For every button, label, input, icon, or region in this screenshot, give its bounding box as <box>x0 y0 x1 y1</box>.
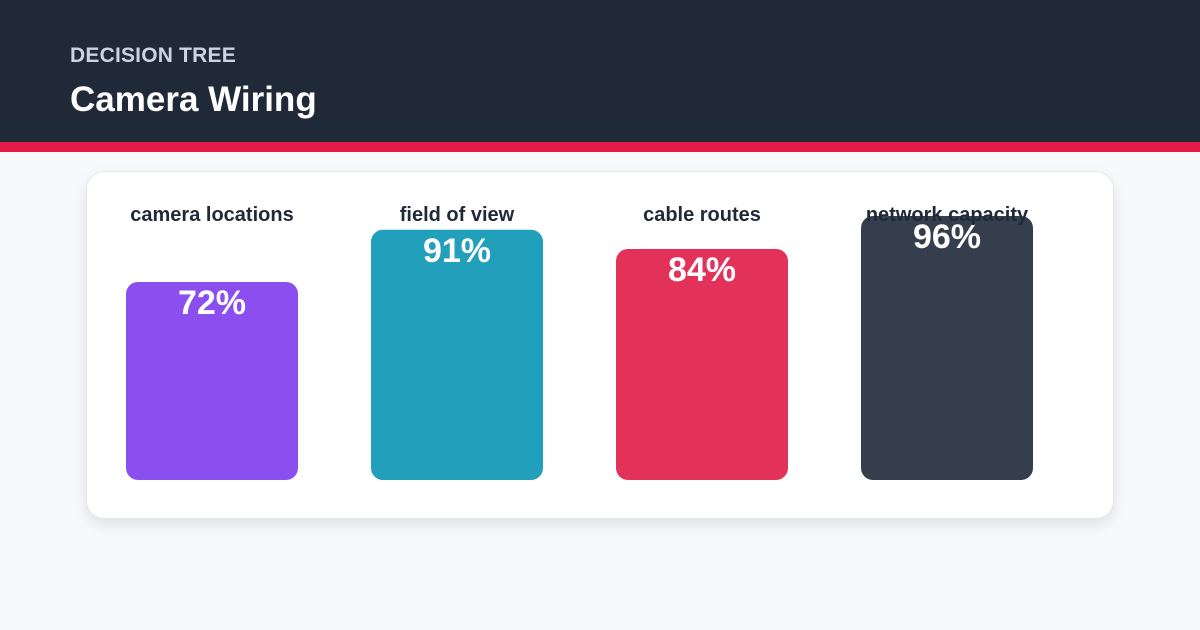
bar-value-label: 84% <box>668 251 736 289</box>
header-eyebrow: DECISION TREE <box>70 44 236 67</box>
category-label: network capacity <box>866 204 1029 226</box>
bar-camera-locations <box>126 282 298 480</box>
category-label: field of view <box>400 204 515 226</box>
page-title: Camera Wiring <box>70 80 317 119</box>
bar-cable-routes <box>616 249 788 480</box>
category-label: cable routes <box>643 204 761 226</box>
bar-network-capacity <box>861 216 1033 480</box>
header-accent-bar <box>0 142 1200 152</box>
header-banner: DECISION TREE Camera Wiring <box>0 0 1200 142</box>
bar-field-of-view <box>371 229 543 480</box>
bar-value-label: 72% <box>178 284 246 322</box>
bar-chart: 72% camera locations 91% field of view 84% ca… <box>126 204 1033 480</box>
bar-value-label: 96% <box>913 218 981 256</box>
chart-card: 72% camera locations 91% field of view 84% ca… <box>86 171 1114 519</box>
category-label: camera locations <box>130 204 293 226</box>
bar-value-label: 91% <box>423 232 491 270</box>
